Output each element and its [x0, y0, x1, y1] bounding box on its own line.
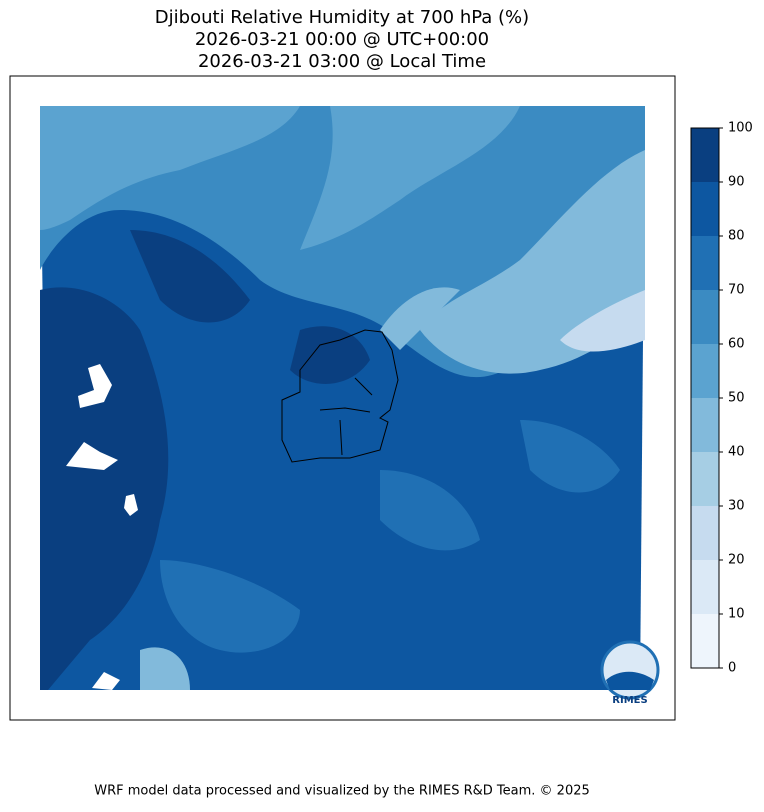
colorbar-band [691, 128, 719, 182]
colorbar: 0 10 20 30 40 50 60 70 80 90 100 [690, 121, 753, 676]
title-line: 2026-03-21 00:00 @ UTC+00:00 [195, 29, 489, 50]
title-block: Djibouti Relative Humidity at 700 hPa (%… [155, 7, 529, 72]
title-line: 2026-03-21 03:00 @ Local Time [198, 51, 486, 72]
colorbar-tick-label: 0 [728, 661, 736, 676]
colorbar-band [691, 560, 719, 614]
colorbar-band [691, 614, 719, 668]
colorbar-tick-label: 60 [728, 337, 745, 352]
colorbar-tick-label: 30 [728, 499, 745, 514]
colorbar-tick-label: 70 [728, 283, 745, 298]
colorbar-band [691, 506, 719, 560]
colorbar-band [691, 452, 719, 506]
colorbar-tick-label: 40 [728, 445, 745, 460]
colorbar-band [691, 182, 719, 236]
colorbar-tick-label: 90 [728, 175, 745, 190]
footer-text: WRF model data processed and visualized … [94, 784, 590, 799]
title-line: Djibouti Relative Humidity at 700 hPa (%… [155, 7, 529, 28]
logo-text: RIMES [612, 695, 647, 706]
map-field [40, 106, 645, 690]
colorbar-band [691, 344, 719, 398]
colorbar-tick-label: 80 [728, 229, 745, 244]
colorbar-band [691, 236, 719, 290]
colorbar-tick-label: 50 [728, 391, 745, 406]
logo: RIMES [600, 640, 660, 706]
colorbar-tick-label: 10 [728, 607, 745, 622]
colorbar-tick-label: 20 [728, 553, 745, 568]
colorbar-tick-label: 100 [728, 121, 753, 136]
colorbar-band [691, 290, 719, 344]
colorbar-band [691, 398, 719, 452]
